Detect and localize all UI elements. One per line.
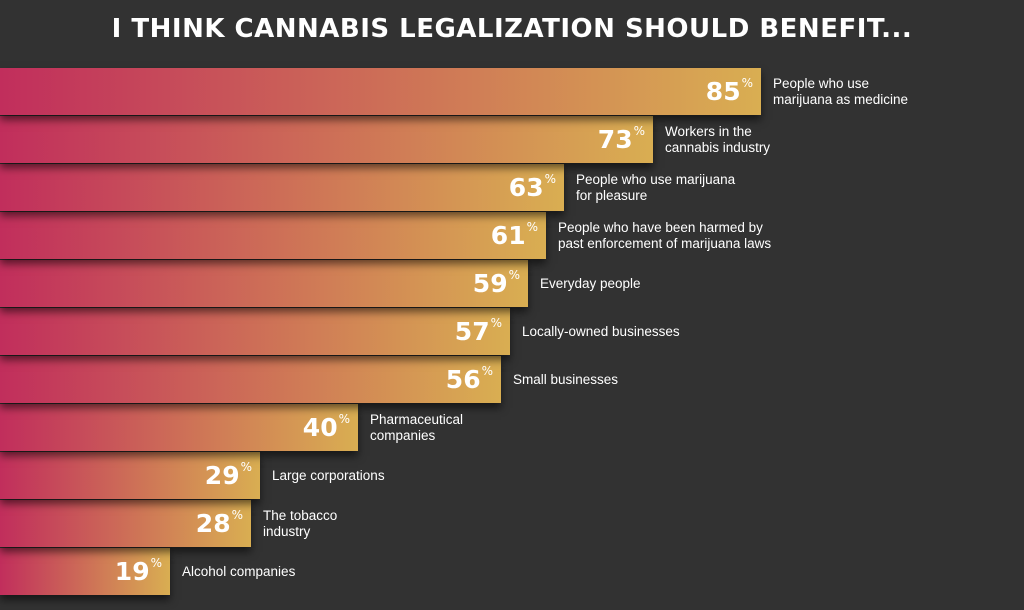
bar — [0, 548, 170, 595]
data-label: 19% — [114, 556, 162, 586]
data-label: 59% — [472, 268, 520, 298]
data-label: 28% — [195, 508, 243, 538]
data-label: 40% — [302, 412, 350, 442]
category-label: Small businesses — [513, 371, 619, 387]
category-label: People who use marijuana as medicine — [773, 75, 909, 107]
category-label: People who use marijuana for pleasure — [576, 171, 736, 203]
bar — [0, 260, 528, 307]
category-label: Large corporations — [272, 467, 385, 483]
category-label: People who have been harmed by past enfo… — [558, 219, 772, 251]
category-label: Everyday people — [540, 275, 641, 291]
data-label: 57% — [454, 316, 502, 346]
bar — [0, 116, 653, 163]
category-label: Pharmaceutical companies — [370, 411, 464, 443]
data-label: 73% — [597, 124, 645, 154]
data-label: 85% — [705, 76, 753, 106]
bar — [0, 356, 501, 403]
data-label: 29% — [204, 460, 252, 490]
bar — [0, 68, 761, 115]
chart-title: I THINK CANNABIS LEGALIZATION SHOULD BEN… — [111, 14, 913, 44]
bar — [0, 164, 564, 211]
category-label: The tobacco industry — [263, 507, 338, 539]
bar — [0, 452, 260, 499]
bar — [0, 500, 251, 547]
bar — [0, 404, 358, 451]
data-label: 56% — [445, 364, 493, 394]
data-label: 63% — [508, 172, 556, 202]
category-label: Locally-owned businesses — [522, 323, 680, 339]
bar — [0, 308, 510, 355]
bar — [0, 212, 546, 259]
data-label: 61% — [490, 220, 538, 250]
category-label: Workers in the cannabis industry — [665, 123, 771, 155]
category-label: Alcohol companies — [182, 563, 296, 579]
